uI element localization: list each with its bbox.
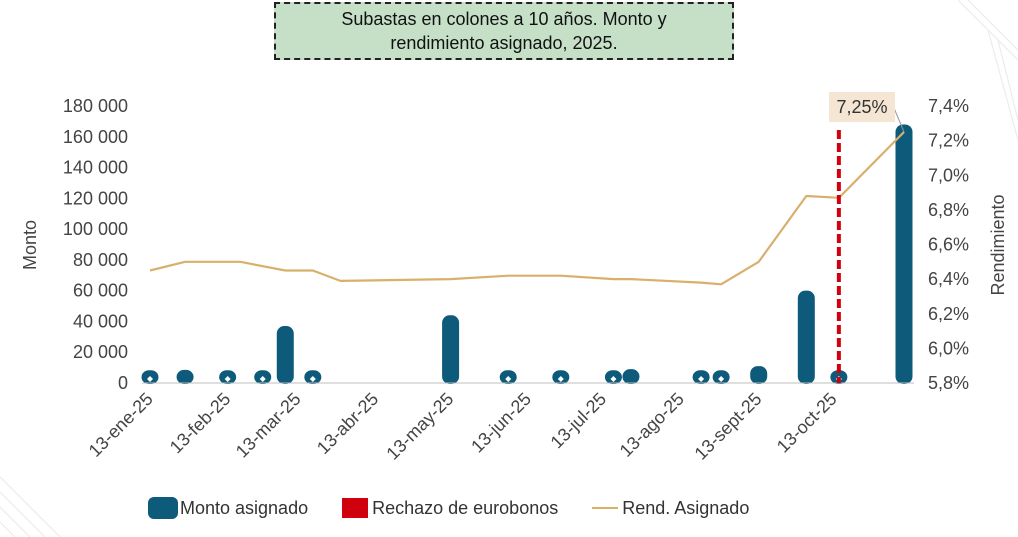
legend-item-rendimiento: Rend. Asignado — [592, 498, 749, 519]
y2-tick-label: 6,2% — [928, 304, 969, 324]
legend-item-eurobonos: Rechazo de eurobonos — [342, 498, 558, 519]
x-tick-label: 13-abr-25 — [313, 389, 382, 458]
annotation-label: 7,25% — [836, 97, 887, 117]
bar-marker — [309, 376, 316, 382]
x-tick-label: 13-jul-25 — [547, 389, 611, 453]
chart-title-line-1: Subastas en colones a 10 años. Monto y — [341, 9, 667, 29]
legend-label-eurobonos: Rechazo de eurobonos — [372, 497, 559, 518]
legend-vline-swatch — [342, 498, 369, 518]
x-tick-label: 13-sept-25 — [691, 389, 766, 464]
x-tick-label: 13-mar-25 — [232, 389, 305, 462]
y2-tick-label: 7,2% — [928, 131, 969, 151]
x-tick-label: 13-feb-25 — [166, 389, 235, 458]
bar — [176, 369, 194, 384]
corner-decoration-bottom-left — [0, 476, 61, 537]
y2-tick-label: 5,8% — [928, 373, 969, 393]
y2-tick-label: 6,4% — [928, 269, 969, 289]
y-tick-label: 140 000 — [63, 158, 128, 178]
legend-label-rendimiento: Rend. Asignado — [622, 497, 750, 518]
chart-legend: Monto asignado Rechazo de eurobonos Rend… — [148, 497, 783, 519]
y-axis-title: Monto — [20, 220, 40, 270]
y2-tick-label: 7,4% — [928, 96, 969, 116]
corner-decoration-top-right — [958, 0, 1018, 140]
y2-tick-label: 6,8% — [928, 200, 969, 220]
bar — [442, 315, 460, 384]
bar — [797, 290, 815, 384]
legend-label-monto: Monto asignado — [180, 497, 309, 518]
bar — [750, 366, 768, 384]
y-tick-label: 0 — [118, 373, 128, 393]
y-tick-label: 60 000 — [73, 281, 128, 301]
bar-marker — [259, 376, 266, 382]
bar — [895, 124, 913, 384]
y2-tick-label: 6,6% — [928, 235, 969, 255]
x-tick-label: 13-jun-25 — [467, 389, 535, 457]
x-tick-label: 13-oct-25 — [773, 389, 841, 457]
y-tick-label: 120 000 — [63, 188, 128, 208]
y-tick-label: 160 000 — [63, 127, 128, 147]
x-tick-label: 13-ago-25 — [616, 389, 688, 461]
bar — [276, 326, 294, 384]
yield-line — [149, 131, 905, 286]
bar-marker — [557, 376, 564, 382]
chart-title-line-2: rendimiento asignado, 2025. — [390, 33, 618, 53]
annotation-box — [829, 92, 895, 122]
y2-tick-label: 7,0% — [928, 165, 969, 185]
x-tick-label: 13-ene-25 — [85, 389, 157, 461]
bar-marker — [224, 376, 231, 382]
legend-item-monto: Monto asignado — [148, 497, 308, 519]
y-tick-label: 100 000 — [63, 219, 128, 239]
annotation-leader — [893, 107, 905, 133]
legend-bar-swatch — [148, 497, 178, 519]
chart-title-box: Subastas en colones a 10 años. Monto y r… — [274, 2, 734, 60]
y-tick-label: 80 000 — [73, 250, 128, 270]
x-tick-label: 13-may-25 — [382, 389, 457, 464]
y-tick-label: 20 000 — [73, 342, 128, 362]
bar — [622, 369, 640, 384]
legend-line-swatch — [592, 507, 619, 509]
bar-marker — [505, 376, 512, 382]
y-tick-label: 40 000 — [73, 311, 128, 331]
y2-axis-title: Rendimiento — [988, 194, 1008, 295]
bar-marker — [718, 376, 725, 382]
bar-marker — [610, 376, 617, 382]
y2-tick-label: 6,0% — [928, 338, 969, 358]
y-tick-label: 180 000 — [63, 96, 128, 116]
bar-marker — [147, 376, 153, 382]
bar-marker — [698, 376, 705, 382]
